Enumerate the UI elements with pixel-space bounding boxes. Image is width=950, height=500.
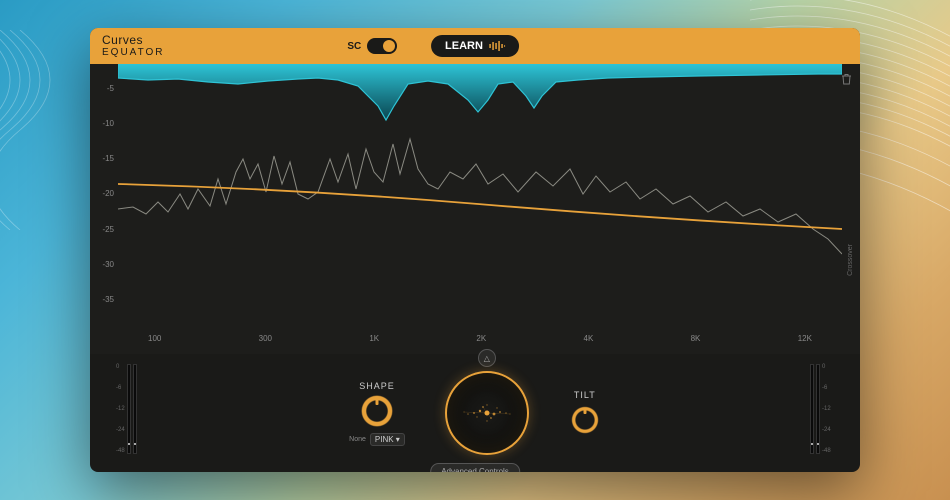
y-tick: -35 xyxy=(90,295,118,304)
meter-tick: -24 xyxy=(822,427,831,433)
meter-tick: -6 xyxy=(822,385,831,391)
input-meter: 0 -6 -12 -24 -48 xyxy=(116,364,140,454)
x-tick: 4K xyxy=(584,334,594,348)
sidechain-group: SC xyxy=(347,38,397,54)
x-tick: 1K xyxy=(369,334,379,348)
meter-bar xyxy=(810,364,814,454)
meter-tick: -48 xyxy=(822,448,831,454)
triangle-up-icon[interactable]: △ xyxy=(478,349,496,367)
plugin-window: Curves EQUATOR SC LEARN xyxy=(90,28,860,472)
meter-tick: -6 xyxy=(116,385,125,391)
meter-tick: 0 xyxy=(822,364,831,370)
particle-visualization xyxy=(452,378,522,448)
shape-select-value: PINK xyxy=(375,435,394,444)
x-tick: 2K xyxy=(476,334,486,348)
meter-tick: 0 xyxy=(116,364,125,370)
x-tick: 8K xyxy=(691,334,701,348)
shape-knob[interactable] xyxy=(361,395,393,427)
titlebar: Curves EQUATOR SC LEARN xyxy=(90,28,860,64)
meter-scale: 0 -6 -12 -24 -48 xyxy=(116,364,125,454)
meter-bar xyxy=(816,364,820,454)
shape-control: SHAPE None PINK ▾ xyxy=(349,381,405,446)
center-orb[interactable] xyxy=(445,371,529,455)
spectrum-canvas xyxy=(118,64,842,324)
sidechain-toggle[interactable] xyxy=(367,38,397,54)
x-tick: 100 xyxy=(148,334,161,348)
spectrum-line xyxy=(118,139,842,254)
output-meter: 0 -6 -12 -24 -48 xyxy=(810,364,834,454)
y-tick: -5 xyxy=(90,84,118,93)
tilt-label: TILT xyxy=(574,390,596,400)
x-axis: 100 300 1K 2K 4K 8K 12K xyxy=(118,334,842,348)
waveform-icon xyxy=(489,41,505,51)
crossover-label[interactable]: Crossover xyxy=(847,244,854,276)
y-tick: -10 xyxy=(90,119,118,128)
logo-line1: Curves xyxy=(102,34,165,47)
meter-tick: -12 xyxy=(116,406,125,412)
tilt-knob[interactable] xyxy=(569,404,601,436)
meter-bar xyxy=(133,364,137,454)
meter-scale: 0 -6 -12 -24 -48 xyxy=(822,364,831,454)
y-tick: -15 xyxy=(90,154,118,163)
meter-tick: -48 xyxy=(116,448,125,454)
shape-label: SHAPE xyxy=(359,381,395,391)
learn-button[interactable]: LEARN xyxy=(431,35,519,57)
sidechain-label: SC xyxy=(347,41,361,52)
learn-label: LEARN xyxy=(445,40,483,52)
y-tick: -30 xyxy=(90,260,118,269)
top-curve xyxy=(118,64,842,120)
advanced-controls-button[interactable]: Advanced Controls xyxy=(430,463,520,472)
x-tick: 300 xyxy=(259,334,272,348)
y-tick: -20 xyxy=(90,189,118,198)
tilt-control: TILT xyxy=(569,390,601,436)
plugin-logo: Curves EQUATOR xyxy=(102,34,165,58)
eq-curve[interactable] xyxy=(118,184,842,229)
shape-sub-label: None xyxy=(349,436,366,443)
x-tick: 12K xyxy=(798,334,812,348)
meter-tick: -24 xyxy=(116,427,125,433)
y-tick: -25 xyxy=(90,225,118,234)
trash-icon[interactable] xyxy=(841,72,852,90)
controls-row: 0 -6 -12 -24 -48 SHAPE None PINK ▾ △ xyxy=(90,354,860,472)
spectrum-graph[interactable]: -5 -10 -15 -20 -25 -30 -35 100 300 xyxy=(90,64,860,354)
logo-line2: EQUATOR xyxy=(102,47,165,58)
meter-bar xyxy=(127,364,131,454)
y-axis: -5 -10 -15 -20 -25 -30 -35 xyxy=(90,64,118,314)
meter-tick: -12 xyxy=(822,406,831,412)
shape-select[interactable]: PINK ▾ xyxy=(370,433,405,446)
